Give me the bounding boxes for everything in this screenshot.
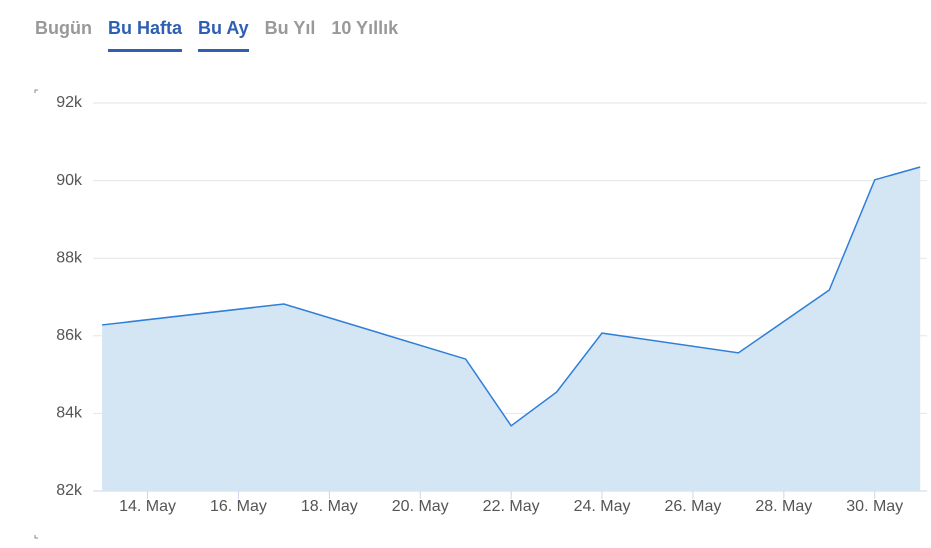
y-tick-label: 82k: [56, 482, 83, 499]
tab[interactable]: Bu Hafta: [107, 18, 182, 52]
line: [102, 166, 921, 427]
x-tick-label: 16. May: [210, 498, 267, 515]
x-tick-label: 30. May: [846, 498, 903, 515]
x-tick-label: 18. May: [301, 498, 358, 515]
tab[interactable]: Bugün: [35, 18, 92, 38]
tab[interactable]: 10 Yıllık: [331, 18, 399, 38]
x-tick-label: 20. May: [392, 498, 449, 515]
area: [102, 167, 921, 491]
y-tick-label: 90k: [56, 172, 83, 189]
x-tick-label: 24. May: [574, 498, 631, 515]
x-tick-label: 14. May: [119, 498, 176, 515]
tab[interactable]: Bu Yıl: [264, 18, 316, 38]
y-tick-label: 88k: [56, 249, 83, 266]
y-tick-label: 84k: [56, 405, 83, 422]
tab-bar: Bugün Bu Hafta Bu Ay Bu Yıl 10 Yıllık: [35, 18, 414, 52]
corner: [34, 535, 38, 539]
y-tick-label: 92k: [56, 94, 83, 111]
tab[interactable]: Bu Ay: [198, 18, 249, 52]
corner: [34, 89, 38, 93]
x-tick-label: 26. May: [664, 498, 721, 515]
y-tick-label: 86k: [56, 327, 83, 344]
x-tick-label: 22. May: [483, 498, 540, 515]
x-tick-label: 28. May: [755, 498, 812, 515]
